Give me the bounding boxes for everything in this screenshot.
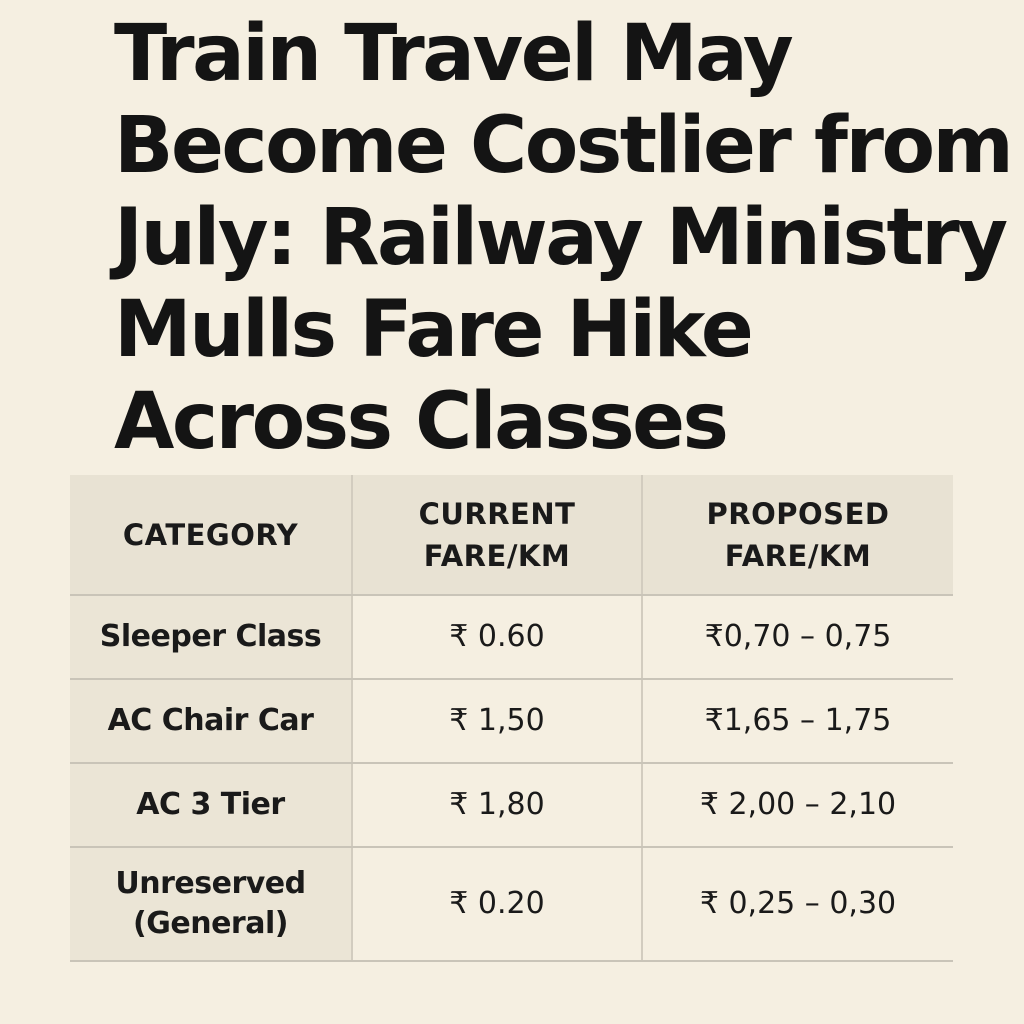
category-label-line-2: (General) <box>133 906 288 941</box>
headline-line-2: Become Costlier from <box>114 101 1014 191</box>
header-proposed-line-2: FARE/KM <box>724 538 872 573</box>
header-current-line-1: CURRENT <box>418 496 576 531</box>
current-fare-cell: ₹ 0.20 <box>351 847 642 962</box>
current-fare-cell: ₹ 1,80 <box>351 763 642 848</box>
category-label: AC Chair Car <box>107 703 314 738</box>
table-row: AC 3 Tier ₹ 1,80 ₹ 2,00 – 2,10 <box>70 763 953 848</box>
category-cell: Unreserved (General) <box>70 847 352 962</box>
category-cell: AC 3 Tier <box>70 763 352 848</box>
headline-line-3: July: Railway Ministry <box>114 193 1008 283</box>
header-current-line-2: FARE/KM <box>423 538 571 573</box>
header-current-fare: CURRENT FARE/KM <box>351 475 642 596</box>
proposed-fare-cell: ₹0,70 – 0,75 <box>641 595 953 680</box>
headline-line-1: Train Travel May <box>114 9 794 99</box>
proposed-fare-cell: ₹1,65 – 1,75 <box>641 679 953 764</box>
headline-line-5: Across Classes <box>114 377 729 467</box>
headline-line-4: Mulls Fare Hike <box>114 285 754 375</box>
category-label: Sleeper Class <box>99 619 322 654</box>
table-row: AC Chair Car ₹ 1,50 ₹1,65 – 1,75 <box>70 679 953 764</box>
proposed-fare-cell: ₹ 2,00 – 2,10 <box>641 763 953 848</box>
table-row: Unreserved (General) ₹ 0.20 ₹ 0,25 – 0,3… <box>70 847 953 962</box>
header-category-label: CATEGORY <box>122 517 299 552</box>
current-fare-cell: ₹ 0.60 <box>351 595 642 680</box>
fare-table: CATEGORY CURRENT FARE/KM PROPOSED FARE/K… <box>70 475 953 962</box>
category-cell: AC Chair Car <box>70 679 352 764</box>
header-proposed-line-1: PROPOSED <box>706 496 890 531</box>
header-category: CATEGORY <box>70 475 352 596</box>
category-label-line-1: Unreserved <box>115 866 306 901</box>
category-label: AC 3 Tier <box>136 787 285 822</box>
table-header-row: CATEGORY CURRENT FARE/KM PROPOSED FARE/K… <box>70 475 953 596</box>
current-fare-cell: ₹ 1,50 <box>351 679 642 764</box>
proposed-fare-cell: ₹ 0,25 – 0,30 <box>641 847 953 962</box>
category-cell: Sleeper Class <box>70 595 352 680</box>
table-row: Sleeper Class ₹ 0.60 ₹0,70 – 0,75 <box>70 595 953 680</box>
header-proposed-fare: PROPOSED FARE/KM <box>641 475 953 596</box>
headline: Train Travel May Become Costlier from Ju… <box>114 8 1014 468</box>
